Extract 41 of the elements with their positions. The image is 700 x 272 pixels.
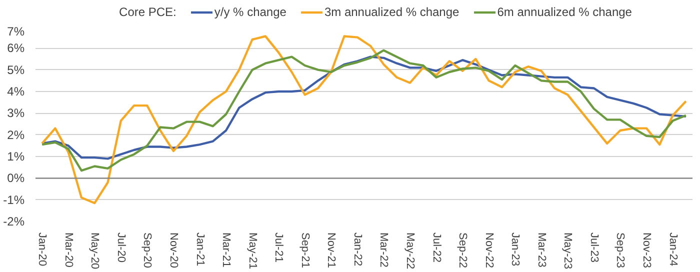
x-tick-label: Jul-23: [588, 232, 600, 262]
x-tick-label: Nov-23: [640, 232, 653, 268]
x-tick-label: Mar-23: [535, 232, 548, 268]
x-tick-label: Jan-23: [509, 232, 522, 266]
x-tick-label: May-21: [246, 232, 258, 270]
x-tick-label: Jan-21: [194, 232, 206, 266]
y-tick-label: 1%: [7, 150, 25, 164]
legend-label: 6m annualized % change: [497, 5, 632, 19]
x-tick-label: Mar-21: [220, 232, 232, 268]
x-tick-label: Sep-20: [141, 232, 154, 268]
y-tick-label: 2%: [7, 128, 25, 142]
y-tick-label: 3%: [7, 106, 25, 120]
x-tick-label: Nov-20: [167, 232, 180, 268]
x-tick-label: Nov-22: [482, 232, 495, 268]
legend-label: 3m annualized % change: [324, 5, 460, 19]
x-tick-label: May-20: [88, 232, 101, 270]
legend-label: y/y % change: [214, 5, 286, 19]
x-tick-label: Jul-21: [272, 232, 285, 262]
x-tick-label: Jul-22: [430, 232, 442, 262]
y-tick-label: 5%: [7, 62, 25, 77]
x-tick-label: Mar-22: [378, 232, 390, 268]
x-tick-label: Sep-22: [456, 232, 469, 268]
line-series: [40, 35, 688, 204]
legend-title: Core PCE:: [119, 5, 176, 19]
x-tick-label: Mar-20: [62, 232, 74, 268]
line-series: [40, 49, 688, 172]
y-tick-label: -2%: [3, 214, 25, 228]
y-tick-label: -1%: [3, 192, 25, 207]
x-tick-label: Jan-24: [666, 232, 679, 266]
x-tick-label: Nov-21: [325, 232, 338, 268]
x-tick-label: Sep-23: [614, 232, 626, 268]
y-tick-label: 0%: [7, 171, 25, 186]
y-tick-label: 6%: [7, 41, 25, 56]
y-tick-label: 7%: [7, 24, 25, 38]
x-tick-label: Jul-20: [114, 232, 127, 262]
x-tick-label: Sep-21: [298, 232, 311, 268]
x-tick-label: May-22: [404, 232, 416, 270]
x-tick-label: May-23: [562, 232, 574, 270]
x-tick-label: Jan-20: [36, 232, 48, 266]
y-tick-label: 4%: [7, 84, 25, 98]
x-tick-label: Jan-22: [351, 232, 364, 266]
